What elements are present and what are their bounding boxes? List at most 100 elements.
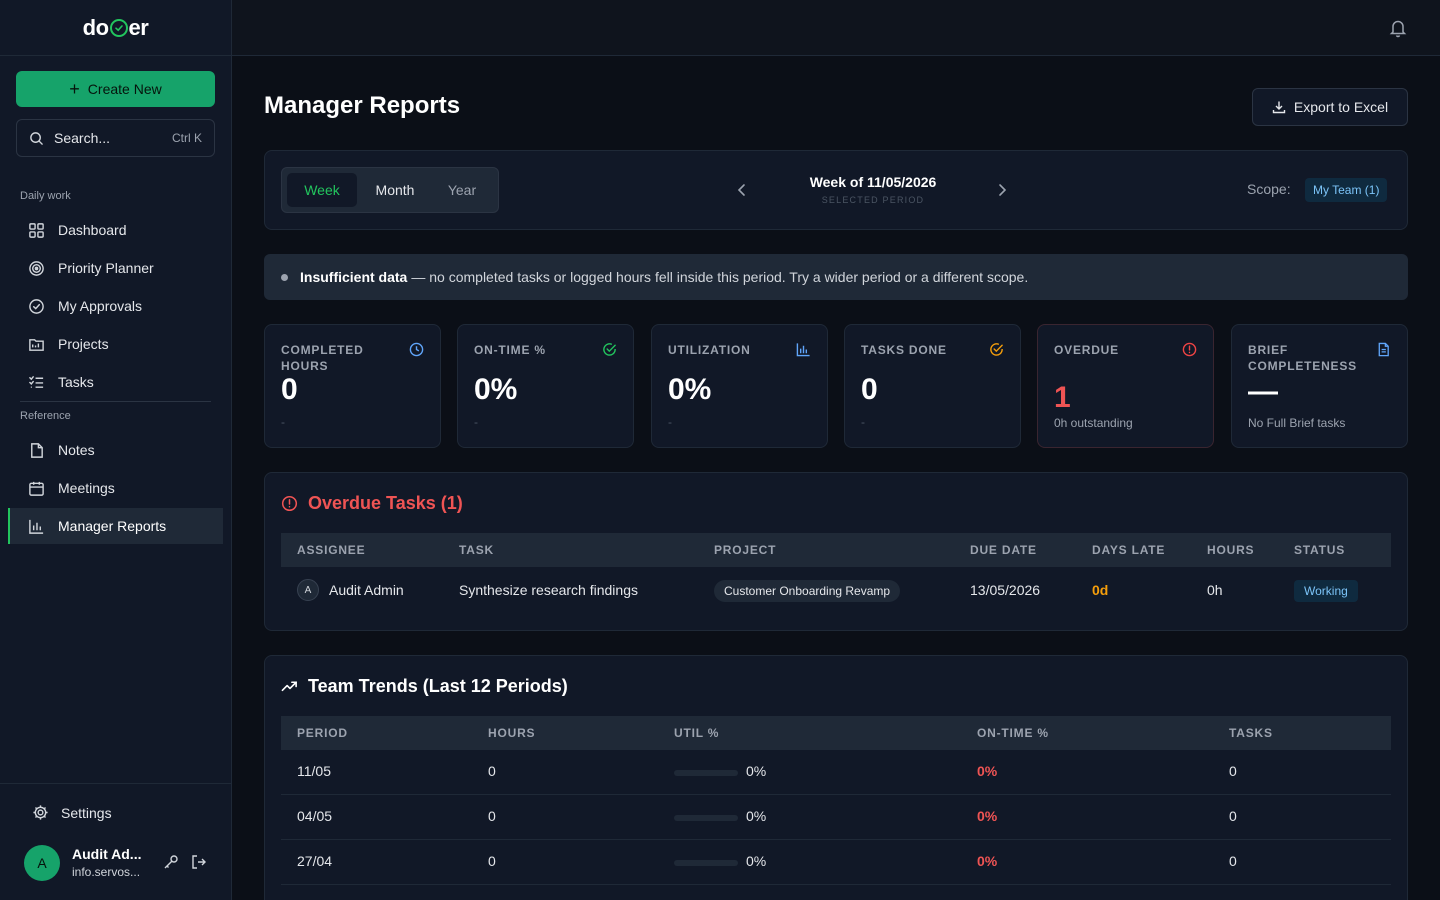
bell-icon[interactable] — [1389, 18, 1407, 38]
key-icon[interactable] — [163, 854, 179, 870]
column-header[interactable]: DUE DATE — [970, 543, 1037, 557]
sidebar-item-projects[interactable]: Projects — [8, 326, 223, 362]
app-logo[interactable]: do er — [0, 0, 231, 56]
create-new-button[interactable]: + Create New — [16, 71, 215, 107]
search-icon — [30, 131, 43, 145]
kpi-subtext: - — [861, 415, 865, 429]
ontime-cell: 0% — [977, 808, 998, 824]
column-header[interactable]: DAYS LATE — [1092, 543, 1166, 557]
ontime-cell: 0% — [977, 853, 998, 869]
hours-cell: 0 — [488, 808, 496, 824]
chevron-left-icon[interactable] — [735, 181, 749, 199]
sidebar-item-manager-reports[interactable]: Manager Reports — [8, 508, 223, 544]
util-bar — [674, 860, 738, 866]
project-badge[interactable]: Customer Onboarding Revamp — [714, 580, 901, 602]
avatar[interactable]: A — [24, 845, 60, 881]
sidebar-item-label: Meetings — [58, 480, 115, 496]
table-row[interactable]: 27/04 0 0% 0% 0 — [281, 840, 1391, 885]
plus-icon: + — [69, 78, 80, 99]
period-cell: 11/05 — [297, 763, 331, 779]
trends-title-text: Team Trends (Last 12 Periods) — [308, 676, 568, 696]
alert-circle-icon — [1182, 342, 1197, 357]
sidebar-item-notes[interactable]: Notes — [8, 432, 223, 468]
tasks-cell: 0 — [1229, 853, 1237, 869]
sidebar-item-meetings[interactable]: Meetings — [8, 470, 223, 506]
kpi-tasks-done: TASKS DONE 0 - — [844, 324, 1021, 448]
days-late: 0d — [1092, 582, 1109, 598]
chevron-right-icon[interactable] — [995, 181, 1009, 199]
sidebar-item-dashboard[interactable]: Dashboard — [8, 212, 223, 248]
table-row[interactable]: 11/05 0 0% 0% 0 — [281, 750, 1391, 795]
settings-label: Settings — [61, 804, 112, 821]
logo-text-left: do — [82, 14, 109, 40]
grid-icon — [29, 222, 44, 238]
trends-table-header: PERIOD HOURS UTIL % ON-TIME % TASKS — [281, 716, 1391, 750]
status-badge: Working — [1294, 580, 1358, 602]
column-header[interactable]: HOURS — [1207, 543, 1255, 557]
table-row[interactable]: A Audit Admin Synthesize research findin… — [281, 569, 1391, 613]
bar-chart-icon — [796, 343, 810, 357]
tasks-cell: 0 — [1229, 808, 1237, 824]
kpi-completed-hours: COMPLETED HOURS 0 - — [264, 324, 441, 448]
table-row[interactable]: 04/05 0 0% 0% 0 — [281, 795, 1391, 840]
column-header[interactable]: ON-TIME % — [977, 726, 1049, 740]
export-label: Export to Excel — [1293, 99, 1389, 115]
trends-title: Team Trends (Last 12 Periods) — [281, 676, 568, 697]
nav-divider — [20, 401, 211, 402]
column-header[interactable]: UTIL % — [674, 726, 720, 740]
kpi-on-time: ON-TIME % 0% - — [457, 324, 634, 448]
kpi-brief-completeness: BRIEF COMPLETENESS — No Full Brief tasks — [1231, 324, 1408, 448]
util-cell: 0% — [746, 763, 767, 779]
export-excel-button[interactable]: Export to Excel — [1252, 88, 1408, 126]
kpi-label: OVERDUE — [1054, 343, 1119, 357]
overdue-title-text: Overdue Tasks (1) — [308, 493, 463, 513]
column-header[interactable]: TASKS — [1229, 726, 1273, 740]
sidebar-item-my-approvals[interactable]: My Approvals — [8, 288, 223, 324]
tab-year[interactable]: Year — [447, 182, 477, 198]
kpi-subtext: 0h outstanding — [1054, 416, 1133, 430]
period-tabs: Week Month Year — [281, 167, 499, 213]
kpi-label: TASKS DONE — [861, 343, 947, 357]
scope-select[interactable]: My Team (1) — [1305, 178, 1388, 202]
util-cell: 0% — [746, 808, 767, 824]
task-name[interactable]: Synthesize research findings — [459, 582, 638, 598]
column-header[interactable]: TASK — [459, 543, 494, 557]
check-circle-icon — [990, 343, 1003, 356]
file-icon — [31, 442, 43, 458]
period-cell: 27/04 — [297, 853, 333, 869]
period-title: Week of 11/05/2026 — [809, 174, 937, 190]
hours-cell: 0 — [488, 763, 496, 779]
check-circle-icon — [603, 343, 616, 356]
check-circle-icon — [29, 298, 44, 314]
logout-icon[interactable] — [191, 854, 207, 870]
download-icon — [1272, 101, 1286, 114]
kpi-value: 0% — [474, 373, 518, 406]
kpi-value: — — [1248, 375, 1278, 408]
column-header[interactable]: PERIOD — [297, 726, 348, 740]
insufficient-data-alert: Insufficient data — no completed tasks o… — [264, 254, 1408, 300]
kpi-value: 0 — [281, 373, 298, 406]
sidebar-footer: Settings A Audit Ad... info.servos... — [0, 783, 231, 900]
sidebar-item-label: Tasks — [58, 374, 94, 390]
sidebar-item-tasks[interactable]: Tasks — [8, 364, 223, 400]
overdue-table-header: ASSIGNEE TASK PROJECT DUE DATE DAYS LATE… — [281, 533, 1391, 567]
period-selector: Week Month Year Week of 11/05/2026 SELEC… — [264, 150, 1408, 230]
tab-week[interactable]: Week — [287, 173, 357, 207]
list-check-icon — [29, 375, 44, 388]
column-header[interactable]: ASSIGNEE — [297, 543, 366, 557]
alert-title: Insufficient data — [300, 269, 408, 285]
search-input[interactable]: Search... Ctrl K — [16, 119, 215, 157]
overdue-title: Overdue Tasks (1) — [281, 493, 463, 514]
column-header[interactable]: STATUS — [1294, 543, 1346, 557]
alert-dot-icon — [281, 273, 288, 281]
sidebar-item-priority-planner[interactable]: Priority Planner — [8, 250, 223, 286]
kpi-subtext: - — [668, 415, 672, 429]
logo-text-right: er — [128, 14, 149, 40]
kpi-utilization: UTILIZATION 0% - — [651, 324, 828, 448]
column-header[interactable]: PROJECT — [714, 543, 777, 557]
user-actions — [163, 854, 207, 870]
search-shortcut: Ctrl K — [172, 131, 202, 145]
column-header[interactable]: HOURS — [488, 726, 536, 740]
tab-month[interactable]: Month — [375, 182, 415, 198]
settings-link[interactable]: Settings — [32, 804, 112, 821]
